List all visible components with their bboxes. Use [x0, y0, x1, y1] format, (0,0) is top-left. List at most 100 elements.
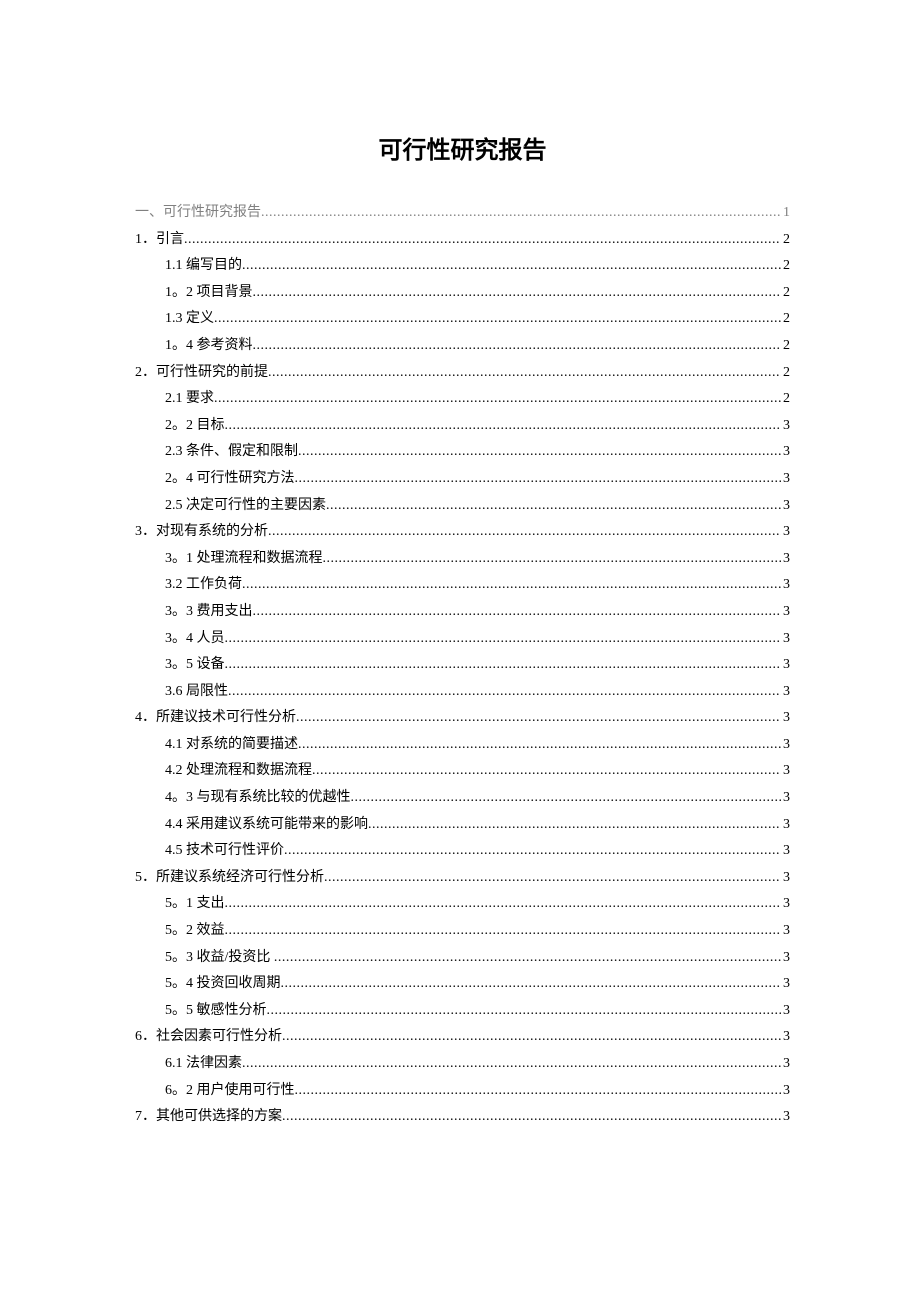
toc-label: 5。5 敏感性分析	[165, 998, 267, 1025]
toc-page-number: 3	[781, 1024, 790, 1051]
toc-leader-dots: ........................................…	[326, 493, 781, 520]
toc-leader-dots: ........................................…	[253, 599, 782, 626]
toc-entry: 3.2 工作负荷................................…	[135, 572, 790, 599]
table-of-contents: 一、可行性研究报告...............................…	[135, 200, 790, 1131]
toc-leader-dots: ........................................…	[184, 227, 781, 254]
toc-page-number: 3	[781, 599, 790, 626]
toc-page-number: 3	[781, 1051, 790, 1078]
toc-entry: 5。5 敏感性分析...............................…	[135, 998, 790, 1025]
toc-page-number: 3	[781, 466, 790, 493]
toc-label: 1.1 编写目的	[165, 253, 242, 280]
toc-leader-dots: ........................................…	[324, 865, 781, 892]
toc-label: 3.2 工作负荷	[165, 572, 242, 599]
toc-label: 6．社会因素可行性分析	[135, 1024, 282, 1051]
toc-page-number: 3	[781, 918, 790, 945]
toc-label: 4．所建议技术可行性分析	[135, 705, 296, 732]
toc-entry: 3。5 设备..................................…	[135, 652, 790, 679]
toc-page-number: 2	[781, 306, 790, 333]
toc-leader-dots: ........................................…	[282, 1104, 781, 1131]
toc-label: 3。1 处理流程和数据流程	[165, 546, 323, 573]
toc-page-number: 3	[781, 413, 790, 440]
toc-entry: 4.1 对系统的简要描述............................…	[135, 732, 790, 759]
toc-leader-dots: ........................................…	[253, 333, 782, 360]
page-title: 可行性研究报告	[135, 130, 790, 165]
toc-label: 3.6 局限性	[165, 679, 228, 706]
toc-entry: 1.1 编写目的................................…	[135, 253, 790, 280]
toc-leader-dots: ........................................…	[242, 253, 781, 280]
toc-page-number: 3	[781, 865, 790, 892]
toc-label: 一、可行性研究报告	[135, 200, 261, 227]
toc-entry: 2.1 要求..................................…	[135, 386, 790, 413]
toc-entry: 3.6 局限性.................................…	[135, 679, 790, 706]
toc-leader-dots: ........................................…	[281, 971, 782, 998]
toc-leader-dots: ........................................…	[225, 626, 782, 653]
toc-entry: 5．所建议系统经济可行性分析..........................…	[135, 865, 790, 892]
toc-entry: 7．其他可供选择的方案.............................…	[135, 1104, 790, 1131]
toc-entry: 4.4 采用建议系统可能带来的影响.......................…	[135, 812, 790, 839]
toc-entry: 2.3 条件、假定和限制............................…	[135, 439, 790, 466]
toc-leader-dots: ........................................…	[225, 918, 782, 945]
toc-leader-dots: ........................................…	[312, 758, 781, 785]
toc-page-number: 3	[781, 812, 790, 839]
toc-entry: 2.5 决定可行性的主要因素..........................…	[135, 493, 790, 520]
toc-entry: 6．社会因素可行性分析.............................…	[135, 1024, 790, 1051]
toc-leader-dots: ........................................…	[295, 466, 782, 493]
toc-entry: 5。2 效益..................................…	[135, 918, 790, 945]
toc-entry: 2。4 可行性研究方法.............................…	[135, 466, 790, 493]
toc-entry: 4.5 技术可行性评价.............................…	[135, 838, 790, 865]
toc-entry: 5。1 支出..................................…	[135, 891, 790, 918]
toc-leader-dots: ........................................…	[298, 732, 781, 759]
toc-entry: 2．可行性研究的前提..............................…	[135, 360, 790, 387]
toc-leader-dots: ........................................…	[268, 360, 781, 387]
toc-page-number: 3	[781, 679, 790, 706]
toc-leader-dots: ........................................…	[261, 200, 781, 227]
toc-page-number: 3	[781, 493, 790, 520]
toc-label: 6.1 法律因素	[165, 1051, 242, 1078]
toc-page-number: 1	[781, 200, 790, 227]
toc-label: 5。3 收益/投资比	[165, 945, 274, 972]
toc-page-number: 3	[781, 891, 790, 918]
toc-label: 4.5 技术可行性评价	[165, 838, 284, 865]
toc-leader-dots: ........................................…	[242, 572, 781, 599]
toc-page-number: 3	[781, 838, 790, 865]
toc-label: 2．可行性研究的前提	[135, 360, 268, 387]
toc-label: 7．其他可供选择的方案	[135, 1104, 282, 1131]
toc-leader-dots: ........................................…	[253, 280, 782, 307]
toc-label: 5．所建议系统经济可行性分析	[135, 865, 324, 892]
toc-page-number: 2	[781, 280, 790, 307]
toc-page-number: 2	[781, 333, 790, 360]
toc-page-number: 3	[781, 546, 790, 573]
toc-page-number: 2	[781, 227, 790, 254]
toc-entry: 1.3 定义..................................…	[135, 306, 790, 333]
toc-label: 6。2 用户使用可行性	[165, 1078, 295, 1105]
toc-label: 5。2 效益	[165, 918, 225, 945]
toc-entry: 2。2 目标..................................…	[135, 413, 790, 440]
toc-label: 2.1 要求	[165, 386, 214, 413]
toc-label: 5。1 支出	[165, 891, 225, 918]
toc-page-number: 3	[781, 998, 790, 1025]
toc-leader-dots: ........................................…	[267, 998, 782, 1025]
toc-entry: 1。2 项目背景................................…	[135, 280, 790, 307]
toc-leader-dots: ........................................…	[268, 519, 781, 546]
toc-page-number: 3	[781, 439, 790, 466]
toc-entry: 5。3 收益/投资比 .............................…	[135, 945, 790, 972]
toc-page-number: 3	[781, 945, 790, 972]
toc-entry: 3。4 人员..................................…	[135, 626, 790, 653]
toc-page-number: 3	[781, 519, 790, 546]
toc-entry: 6。2 用户使用可行性.............................…	[135, 1078, 790, 1105]
toc-label: 3．对现有系统的分析	[135, 519, 268, 546]
toc-leader-dots: ........................................…	[225, 413, 782, 440]
toc-entry: 一、可行性研究报告...............................…	[135, 200, 790, 227]
toc-label: 4。3 与现有系统比较的优越性	[165, 785, 351, 812]
toc-page-number: 3	[781, 971, 790, 998]
toc-leader-dots: ........................................…	[214, 386, 781, 413]
toc-leader-dots: ........................................…	[282, 1024, 781, 1051]
toc-page-number: 3	[781, 732, 790, 759]
toc-page-number: 2	[781, 253, 790, 280]
toc-label: 2.3 条件、假定和限制	[165, 439, 298, 466]
toc-leader-dots: ........................................…	[225, 891, 782, 918]
toc-leader-dots: ........................................…	[228, 679, 781, 706]
toc-leader-dots: ........................................…	[225, 652, 782, 679]
toc-leader-dots: ........................................…	[298, 439, 781, 466]
toc-entry: 1．引言....................................…	[135, 227, 790, 254]
